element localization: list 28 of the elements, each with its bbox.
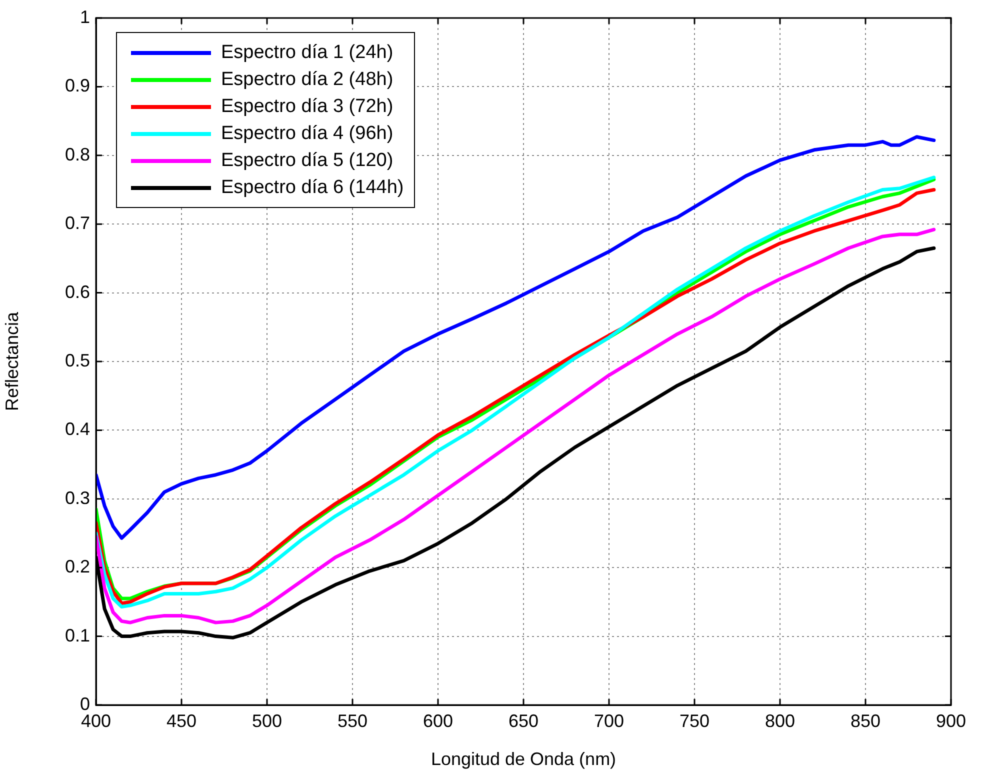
legend-label: Espectro día 3 (72h) — [221, 95, 394, 119]
legend-label: Espectro día 5 (120) — [221, 149, 394, 173]
y-tick-label: 1 — [80, 6, 90, 27]
legend-label: Espectro día 1 (24h) — [221, 41, 394, 65]
y-tick-label: 0.5 — [64, 350, 90, 370]
x-tick-label: 550 — [337, 710, 368, 731]
x-tick-label: 650 — [508, 710, 539, 731]
x-tick-label: 450 — [166, 710, 197, 731]
x-tick-label: 900 — [936, 710, 966, 731]
x-tick-label: 750 — [679, 710, 710, 731]
x-tick-label: 850 — [850, 710, 881, 731]
y-axis-title: Reflectancia — [2, 310, 22, 412]
y-tick-label: 0.1 — [64, 625, 90, 646]
x-tick-label: 800 — [764, 710, 796, 731]
y-tick-label: 0.6 — [64, 282, 90, 302]
x-axis-title: Longitud de Onda (nm) — [430, 749, 616, 770]
x-tick-label: 500 — [252, 710, 282, 731]
y-tick-label: 0.7 — [64, 213, 90, 234]
y-tick-label: 0.2 — [64, 556, 90, 577]
legend-label: Espectro día 6 (144h) — [221, 176, 404, 200]
x-tick-label: 600 — [422, 710, 454, 731]
y-tick-label: 0.8 — [64, 144, 90, 164]
y-tick-label: 0.4 — [64, 419, 90, 440]
y-tick-label: 0.9 — [64, 76, 90, 96]
legend-label: Espectro día 4 (96h) — [221, 122, 394, 146]
x-tick-label: 700 — [594, 710, 624, 731]
y-tick-label: 0.3 — [64, 488, 90, 508]
legend-label: Espectro día 2 (48h) — [221, 68, 394, 92]
